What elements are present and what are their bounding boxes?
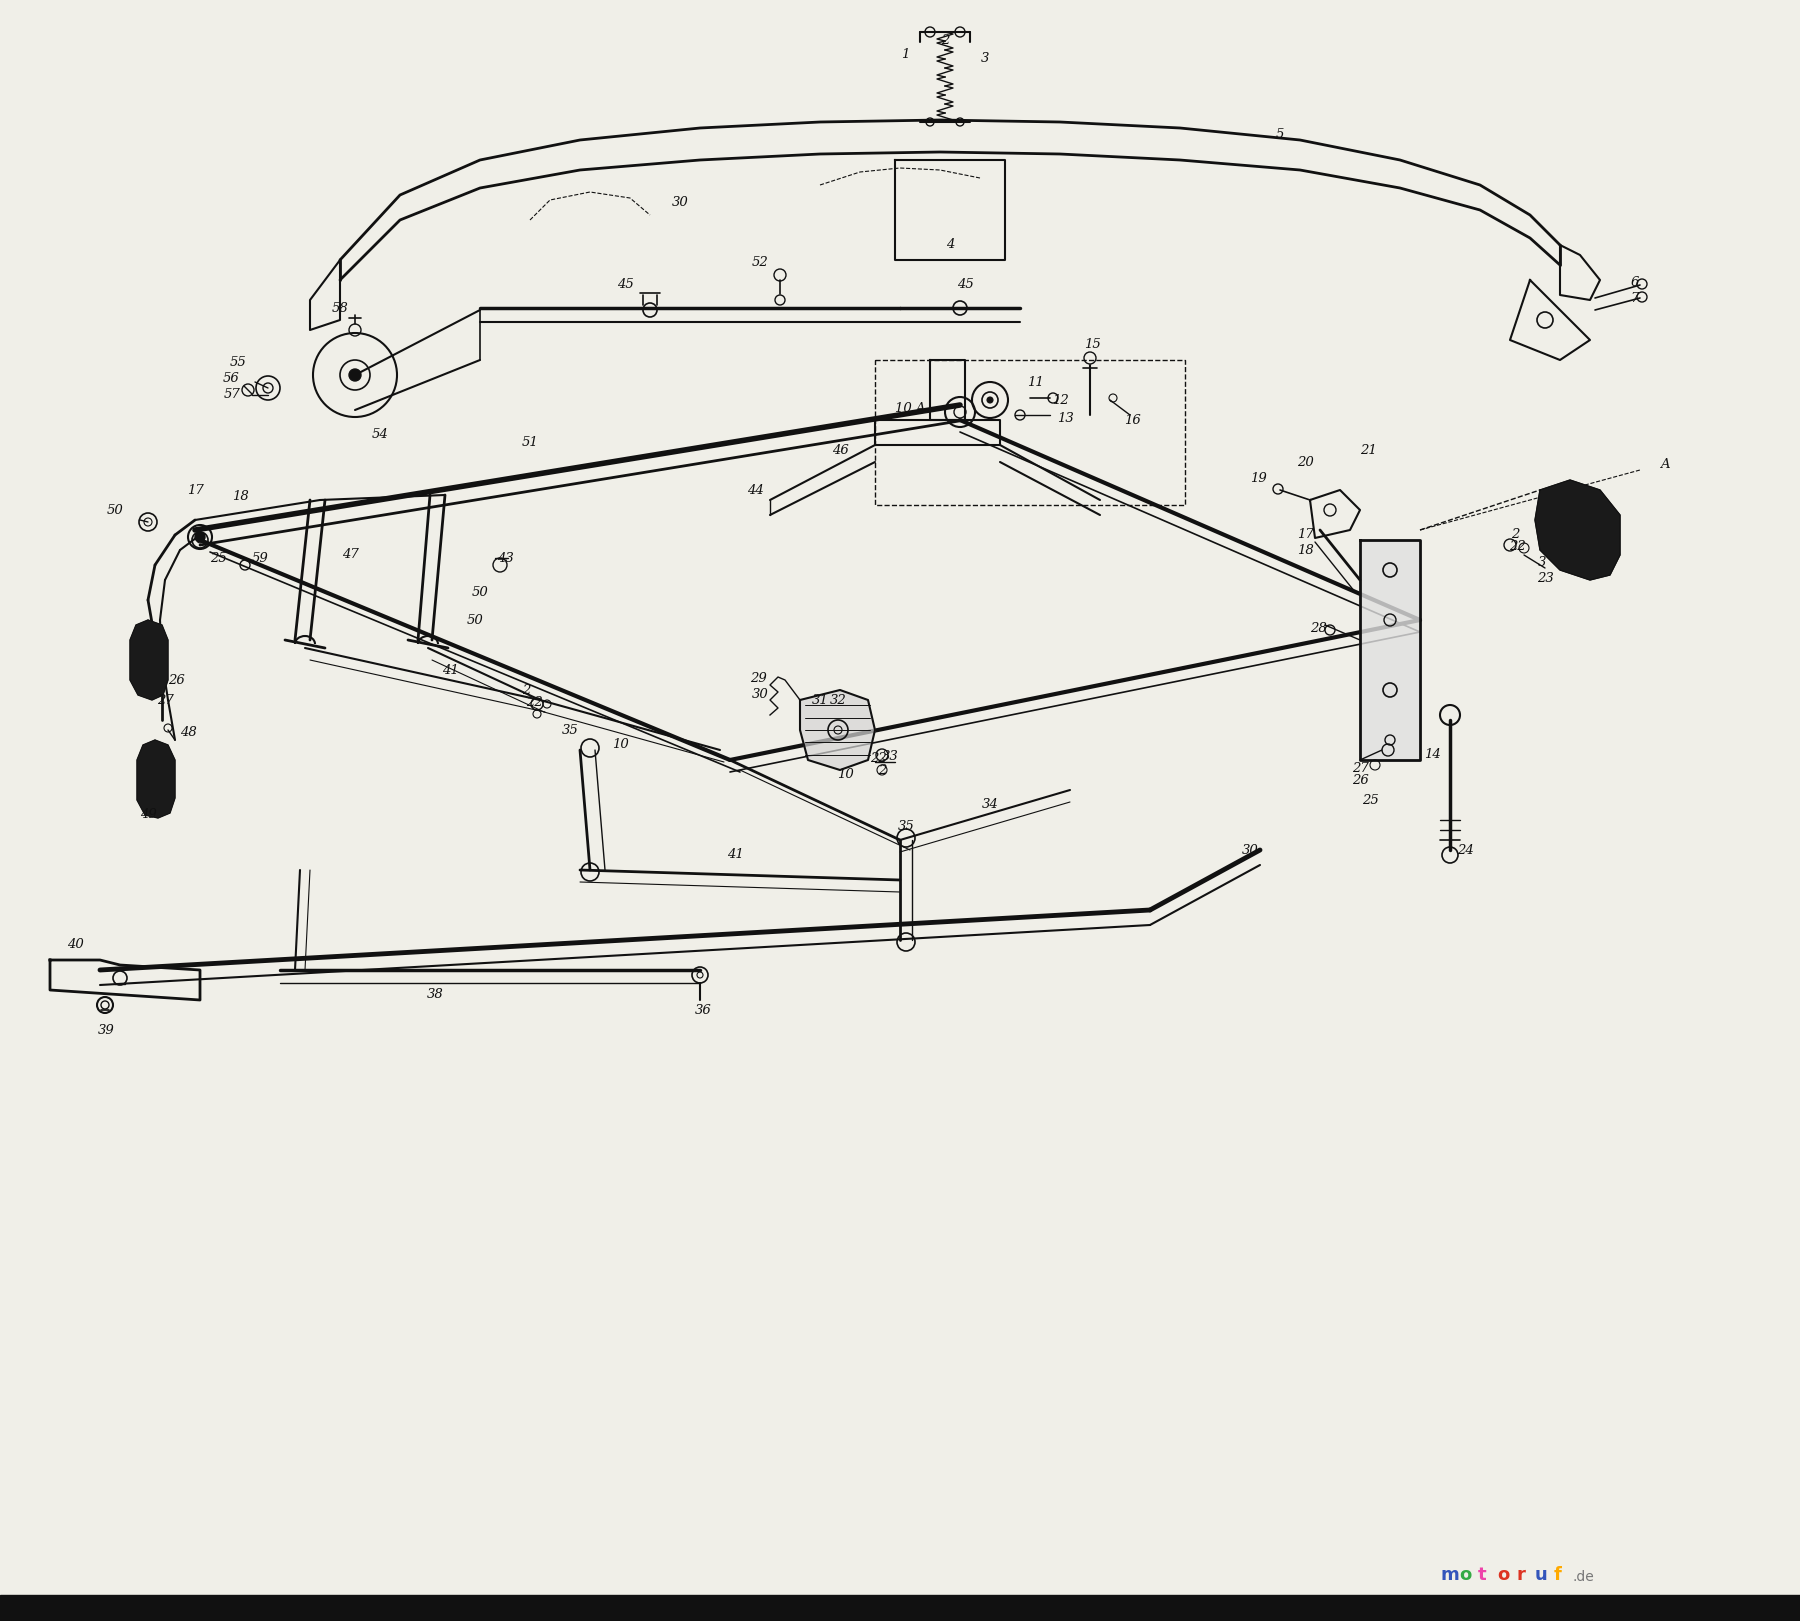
Text: 45: 45 bbox=[956, 279, 974, 292]
Text: A: A bbox=[1660, 459, 1670, 472]
Text: 27: 27 bbox=[157, 694, 173, 707]
Text: 33: 33 bbox=[882, 749, 898, 762]
Text: 50: 50 bbox=[466, 613, 484, 626]
Text: 10 A: 10 A bbox=[895, 402, 925, 415]
Text: 3: 3 bbox=[1537, 556, 1546, 569]
Text: 25: 25 bbox=[209, 551, 227, 564]
Text: 50: 50 bbox=[472, 587, 488, 600]
Text: 30: 30 bbox=[752, 689, 769, 702]
Text: 57: 57 bbox=[223, 389, 241, 402]
Text: 18: 18 bbox=[232, 490, 248, 503]
Text: 39: 39 bbox=[97, 1023, 115, 1036]
Text: 31: 31 bbox=[812, 694, 828, 707]
Text: 2: 2 bbox=[1510, 528, 1519, 541]
Text: 24: 24 bbox=[1456, 843, 1474, 856]
Polygon shape bbox=[799, 691, 875, 770]
Text: 29: 29 bbox=[749, 671, 767, 684]
Bar bbox=[875, 360, 1184, 506]
Text: 30: 30 bbox=[671, 196, 688, 209]
Text: 6: 6 bbox=[1631, 277, 1640, 290]
Polygon shape bbox=[137, 741, 175, 819]
Text: 55: 55 bbox=[230, 355, 247, 368]
Text: 30: 30 bbox=[1242, 843, 1258, 856]
Text: 11: 11 bbox=[1026, 376, 1044, 389]
Text: 7: 7 bbox=[1631, 292, 1640, 305]
Text: 48: 48 bbox=[180, 726, 196, 739]
Text: 26: 26 bbox=[167, 673, 184, 687]
Text: 1: 1 bbox=[900, 49, 909, 62]
Text: 19: 19 bbox=[1249, 472, 1267, 485]
Text: u: u bbox=[1535, 1566, 1548, 1584]
Circle shape bbox=[194, 532, 205, 541]
Text: 46: 46 bbox=[832, 444, 848, 457]
Text: 13: 13 bbox=[1057, 412, 1073, 425]
Text: 2: 2 bbox=[941, 34, 949, 47]
Text: f: f bbox=[1553, 1566, 1562, 1584]
Text: 2: 2 bbox=[878, 763, 886, 776]
Text: 10: 10 bbox=[837, 768, 853, 781]
Text: 12: 12 bbox=[1051, 394, 1069, 407]
Text: 34: 34 bbox=[981, 799, 999, 812]
Text: 16: 16 bbox=[1123, 413, 1141, 426]
Text: 26: 26 bbox=[1352, 773, 1368, 786]
Text: 17: 17 bbox=[1296, 528, 1314, 541]
Text: 23: 23 bbox=[1537, 572, 1553, 585]
Text: 15: 15 bbox=[1084, 339, 1100, 352]
Text: 20: 20 bbox=[1296, 456, 1314, 468]
Text: 22: 22 bbox=[869, 752, 886, 765]
Circle shape bbox=[349, 370, 362, 381]
Text: 21: 21 bbox=[1359, 444, 1377, 457]
Polygon shape bbox=[1361, 540, 1420, 760]
Text: 4: 4 bbox=[945, 238, 954, 251]
Text: 50: 50 bbox=[106, 504, 124, 517]
Text: o: o bbox=[1498, 1566, 1508, 1584]
Text: 51: 51 bbox=[522, 436, 538, 449]
Polygon shape bbox=[130, 619, 167, 700]
Text: 52: 52 bbox=[752, 256, 769, 269]
Text: 59: 59 bbox=[252, 551, 268, 564]
Text: 40: 40 bbox=[67, 939, 83, 952]
Text: 41: 41 bbox=[441, 663, 459, 676]
Text: r: r bbox=[1516, 1566, 1525, 1584]
Text: .de: .de bbox=[1573, 1571, 1595, 1584]
Text: 35: 35 bbox=[898, 820, 914, 833]
Text: 17: 17 bbox=[187, 483, 203, 496]
Text: 43: 43 bbox=[497, 551, 513, 564]
Text: 5: 5 bbox=[1276, 128, 1283, 141]
Text: 10: 10 bbox=[612, 739, 628, 752]
Text: 54: 54 bbox=[371, 428, 389, 441]
Text: 2: 2 bbox=[522, 684, 531, 697]
Circle shape bbox=[986, 397, 994, 404]
Text: 47: 47 bbox=[342, 548, 358, 561]
Text: 36: 36 bbox=[695, 1003, 711, 1016]
Text: m: m bbox=[1440, 1566, 1458, 1584]
Text: 25: 25 bbox=[1361, 794, 1379, 807]
Text: 27: 27 bbox=[1352, 762, 1368, 775]
Text: 14: 14 bbox=[1424, 749, 1440, 762]
Text: 41: 41 bbox=[727, 848, 743, 861]
Text: 3: 3 bbox=[981, 52, 990, 65]
Text: 44: 44 bbox=[747, 483, 763, 496]
Text: 22: 22 bbox=[1508, 540, 1525, 553]
Bar bbox=[0, 1595, 1800, 1621]
Text: 56: 56 bbox=[223, 371, 239, 384]
Text: 32: 32 bbox=[830, 694, 846, 707]
Text: o: o bbox=[1460, 1566, 1471, 1584]
Text: 18: 18 bbox=[1296, 543, 1314, 556]
Text: 22: 22 bbox=[526, 695, 542, 708]
Text: 35: 35 bbox=[562, 723, 578, 736]
Text: 45: 45 bbox=[617, 279, 634, 292]
Polygon shape bbox=[1535, 480, 1620, 580]
Text: 28: 28 bbox=[1310, 621, 1327, 634]
Text: t: t bbox=[1478, 1566, 1487, 1584]
Text: 49: 49 bbox=[140, 809, 157, 822]
Text: 58: 58 bbox=[331, 302, 349, 314]
Text: 38: 38 bbox=[427, 989, 443, 1002]
